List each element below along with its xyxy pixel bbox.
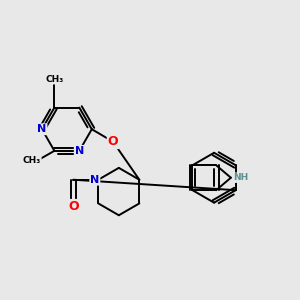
Text: O: O (108, 135, 118, 148)
Text: N: N (75, 146, 84, 156)
Text: O: O (68, 200, 79, 213)
Text: NH: NH (233, 173, 248, 182)
Text: N: N (90, 175, 100, 185)
Text: CH₃: CH₃ (45, 75, 64, 84)
Text: N: N (37, 124, 46, 134)
Text: CH₃: CH₃ (22, 156, 41, 165)
